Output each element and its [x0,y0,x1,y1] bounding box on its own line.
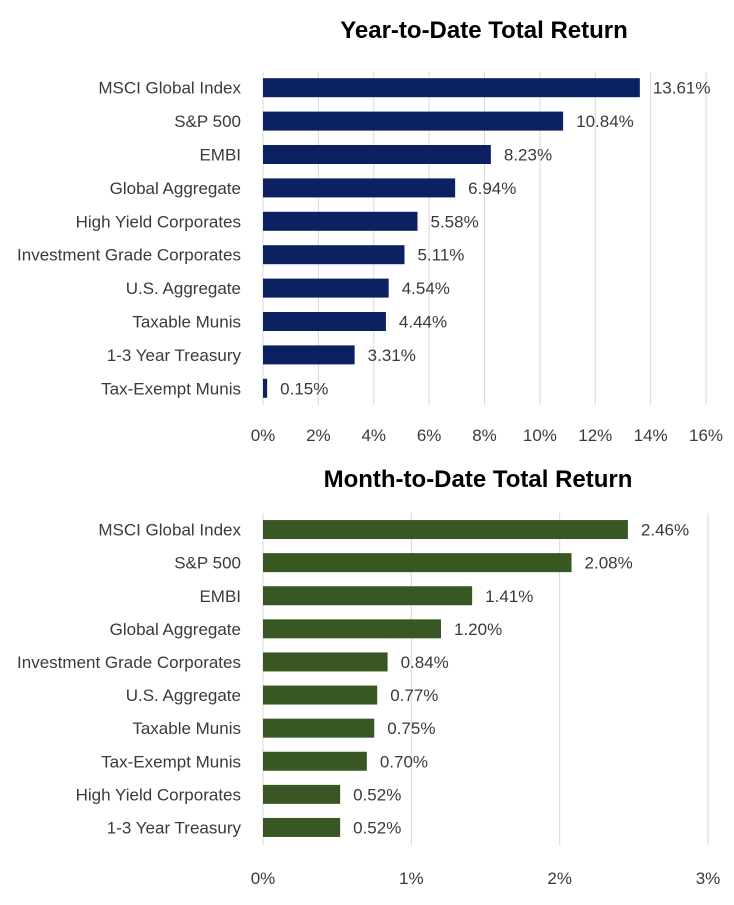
mtd-bar [263,685,378,705]
ytd-value-label: 4.44% [399,313,447,332]
ytd-value-label: 8.23% [504,146,552,165]
mtd-category-label: MSCI Global Index [98,521,241,540]
ytd-category-label: 1-3 Year Treasury [107,346,242,365]
ytd-return-chart: Year-to-Date Total Return MSCI Global In… [17,17,723,445]
mtd-value-label: 1.41% [485,587,533,606]
ytd-x-tick-label: 10% [523,426,557,445]
mtd-bar [263,652,388,672]
mtd-category-label: Investment Grade Corporates [17,653,241,672]
ytd-x-tick-label: 2% [306,426,331,445]
mtd-value-label: 1.20% [454,620,502,639]
mtd-x-tick-label: 3% [696,869,721,888]
ytd-bar [263,211,418,231]
ytd-bar [263,345,355,365]
ytd-x-tick-labels: 0% 2% 4% 6% 8% 10% 12% 14% 16% [251,426,723,445]
mtd-category-label: EMBI [199,587,241,606]
mtd-value-label: 2.08% [585,554,633,573]
ytd-category-label: Global Aggregate [110,179,241,198]
ytd-x-tick-label: 12% [578,426,612,445]
ytd-x-tick-label: 4% [361,426,386,445]
mtd-bar [263,619,441,639]
ytd-value-label: 3.31% [368,346,416,365]
mtd-bar [263,718,375,738]
ytd-value-label: 10.84% [576,112,634,131]
mtd-bar [263,520,628,540]
mtd-category-label: Tax-Exempt Munis [101,752,241,771]
ytd-value-labels: 13.61% 10.84% 8.23% 6.94% 5.58% 5.11% 4.54% 4.4… [280,79,710,399]
ytd-category-labels: MSCI Global Index S&P 500 EMBI Global Aggre… [17,79,241,399]
ytd-category-label: High Yield Corporates [76,212,241,231]
mtd-value-labels: 2.46% 2.08% 1.41% 1.20% 0.84% 0.77% 0.75% 0.70%… [353,521,689,838]
ytd-x-tick-label: 6% [417,426,442,445]
mtd-category-label: Taxable Munis [132,719,241,738]
ytd-bar [263,312,386,331]
ytd-x-tick-label: 16% [689,426,723,445]
ytd-category-label: U.S. Aggregate [126,279,241,298]
mtd-category-label: S&P 500 [174,554,241,573]
ytd-value-label: 6.94% [468,179,516,198]
mtd-category-label: 1-3 Year Treasury [107,818,242,837]
mtd-x-tick-label: 1% [399,869,424,888]
ytd-value-label: 0.15% [280,379,328,398]
mtd-x-tick-label: 0% [251,869,276,888]
ytd-bars [263,78,640,398]
ytd-bar [263,111,564,131]
ytd-bar [263,178,456,198]
ytd-x-tick-label: 8% [472,426,497,445]
ytd-x-tick-label: 0% [251,426,276,445]
ytd-value-label: 13.61% [653,79,711,98]
mtd-value-label: 0.84% [401,653,449,672]
mtd-x-tick-label: 2% [547,869,572,888]
mtd-category-labels: MSCI Global Index S&P 500 EMBI Global Aggre… [17,521,241,838]
mtd-category-label: High Yield Corporates [76,785,241,804]
mtd-bar [263,586,473,606]
ytd-chart-title: Year-to-Date Total Return [340,17,628,44]
mtd-value-label: 2.46% [641,521,689,540]
mtd-x-tick-labels: 0% 1% 2% 3% [251,869,721,888]
mtd-category-label: U.S. Aggregate [126,686,241,705]
mtd-bar [263,553,572,573]
ytd-value-label: 5.11% [417,246,464,265]
mtd-value-label: 0.70% [380,752,428,771]
ytd-category-label: Taxable Munis [132,313,241,332]
ytd-category-label: Investment Grade Corporates [17,246,241,265]
mtd-bars [263,520,628,837]
mtd-category-label: Global Aggregate [110,620,241,639]
ytd-bar [263,78,640,98]
ytd-category-label: MSCI Global Index [98,79,241,98]
mtd-value-label: 0.52% [353,818,401,837]
ytd-bar [263,245,405,265]
mtd-return-chart: Month-to-Date Total Return MSCI Global I… [17,466,720,888]
ytd-x-tick-label: 14% [634,426,668,445]
ytd-bar [263,278,389,298]
mtd-bar [263,751,367,771]
ytd-bar [263,378,268,398]
ytd-value-label: 5.58% [430,212,478,231]
mtd-value-label: 0.75% [387,719,435,738]
ytd-value-label: 4.54% [402,279,450,298]
mtd-bar [263,817,341,837]
mtd-value-label: 0.52% [353,785,401,804]
mtd-chart-title: Month-to-Date Total Return [324,466,633,493]
ytd-bar [263,145,491,164]
ytd-category-label: S&P 500 [174,112,241,131]
mtd-value-label: 0.77% [390,686,438,705]
ytd-category-label: EMBI [199,146,241,165]
mtd-bar [263,784,341,804]
ytd-category-label: Tax-Exempt Munis [101,379,241,398]
